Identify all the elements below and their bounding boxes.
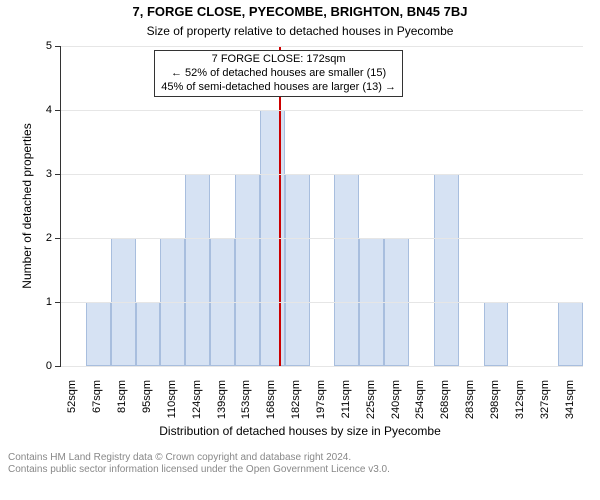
annotation-line: 7 FORGE CLOSE: 172sqm	[161, 53, 396, 67]
histogram-bar	[86, 302, 111, 366]
x-tick-label: 95sqm	[141, 380, 153, 430]
x-tick-label: 240sqm	[390, 380, 402, 430]
y-tick	[55, 110, 60, 111]
footer-line-1: Contains HM Land Registry data © Crown c…	[8, 452, 390, 464]
x-tick-label: 225sqm	[365, 380, 377, 430]
x-tick-label: 110sqm	[166, 380, 178, 430]
y-tick	[55, 238, 60, 239]
histogram-bar	[185, 174, 210, 366]
x-tick-label: 298sqm	[489, 380, 501, 430]
property-annotation-box: 7 FORGE CLOSE: 172sqm← 52% of detached h…	[154, 50, 403, 97]
histogram-bar	[334, 174, 359, 366]
y-tick	[55, 174, 60, 175]
y-axis-label: Number of detached properties	[20, 46, 34, 366]
annotation-line: ← 52% of detached houses are smaller (15…	[161, 67, 396, 81]
y-tick	[55, 46, 60, 47]
license-footer: Contains HM Land Registry data © Crown c…	[8, 452, 390, 476]
y-tick-label: 5	[32, 40, 52, 52]
y-tick	[55, 302, 60, 303]
x-tick-label: 197sqm	[315, 380, 327, 430]
histogram-bar	[484, 302, 509, 366]
histogram-bar	[558, 302, 583, 366]
footer-line-2: Contains public sector information licen…	[8, 464, 390, 476]
x-tick-label: 341sqm	[564, 380, 576, 430]
x-tick-label: 67sqm	[91, 380, 103, 430]
x-tick-label: 283sqm	[464, 380, 476, 430]
x-tick-label: 153sqm	[240, 380, 252, 430]
x-tick-label: 327sqm	[539, 380, 551, 430]
x-tick-label: 139sqm	[216, 380, 228, 430]
chart-plot-area: 7 FORGE CLOSE: 172sqm← 52% of detached h…	[60, 46, 583, 367]
histogram-bar	[235, 174, 260, 366]
x-tick-label: 124sqm	[191, 380, 203, 430]
x-tick-label: 254sqm	[414, 380, 426, 430]
x-tick-label: 52sqm	[66, 380, 78, 430]
gridline	[61, 366, 583, 367]
gridline	[61, 302, 583, 303]
y-tick-label: 1	[32, 296, 52, 308]
annotation-line: 45% of semi-detached houses are larger (…	[161, 81, 396, 95]
gridline	[61, 174, 583, 175]
x-tick-label: 168sqm	[265, 380, 277, 430]
x-tick-label: 211sqm	[340, 380, 352, 430]
histogram-bar	[434, 174, 459, 366]
x-tick-label: 312sqm	[514, 380, 526, 430]
page-title: 7, FORGE CLOSE, PYECOMBE, BRIGHTON, BN45…	[0, 4, 600, 19]
y-tick	[55, 366, 60, 367]
gridline	[61, 110, 583, 111]
x-tick-label: 268sqm	[439, 380, 451, 430]
chart-subtitle: Size of property relative to detached ho…	[0, 24, 600, 38]
gridline	[61, 46, 583, 47]
histogram-bar	[136, 302, 161, 366]
x-tick-label: 81sqm	[116, 380, 128, 430]
y-tick-label: 3	[32, 168, 52, 180]
y-tick-label: 4	[32, 104, 52, 116]
y-tick-label: 0	[32, 360, 52, 372]
histogram-bar	[285, 174, 310, 366]
gridline	[61, 238, 583, 239]
y-tick-label: 2	[32, 232, 52, 244]
x-tick-label: 182sqm	[290, 380, 302, 430]
